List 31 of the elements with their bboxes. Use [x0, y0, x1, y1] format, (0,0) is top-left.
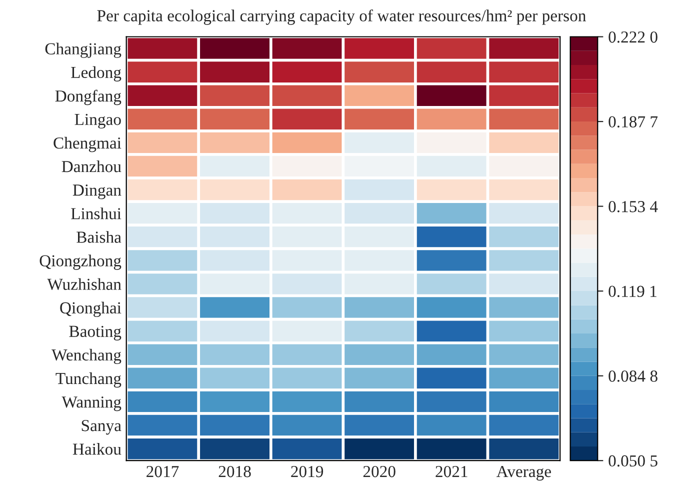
y-tick-label: Sanya [82, 420, 122, 435]
x-tick-label: 2018 [218, 466, 251, 478]
x-tick-label: 2021 [436, 466, 468, 478]
y-tick-label: Changjiang [45, 42, 122, 58]
y-tick-label: Baisha [76, 231, 122, 243]
color-bar-label: 0.222 0 [608, 31, 658, 43]
y-tick-label: Wenchang [52, 348, 122, 364]
x-tick-label: 2017 [146, 466, 179, 478]
y-tick-label: Linshui [71, 208, 122, 220]
x-tick-label: 2020 [363, 466, 396, 478]
y-tick-label: Wanning [62, 396, 122, 412]
y-tick-label: Tunchang [56, 372, 122, 388]
color-bar-label: 0.084 8 [608, 370, 658, 382]
color-bar-label: 0.153 4 [608, 200, 658, 212]
chart-title: Per capita ecological carrying capacity of water resources/hm² per person [97, 9, 586, 25]
y-tick-label: Wuzhishan [47, 278, 122, 290]
color-bar-label: 0.187 7 [608, 116, 658, 128]
x-tick-label: Average [496, 466, 551, 481]
y-tick-label: Qiongzhong [40, 254, 122, 270]
y-tick-label: Dongfang [55, 90, 122, 106]
y-tick-label: Lingao [74, 114, 121, 129]
y-tick-label: Dingan [72, 184, 122, 200]
y-tick-label: Ledong [71, 66, 122, 82]
y-tick-label: Danzhou [62, 160, 122, 172]
y-tick-label: Chengmai [54, 136, 122, 152]
color-bar-label: 0.119 1 [608, 286, 656, 298]
y-tick-label: Qionghai [60, 302, 122, 317]
x-tick-label: 2019 [291, 466, 324, 478]
y-tick-label: Haikou [72, 443, 122, 455]
color-bar-label: 0.050 5 [608, 455, 658, 467]
y-tick-label: Baoting [69, 326, 122, 340]
